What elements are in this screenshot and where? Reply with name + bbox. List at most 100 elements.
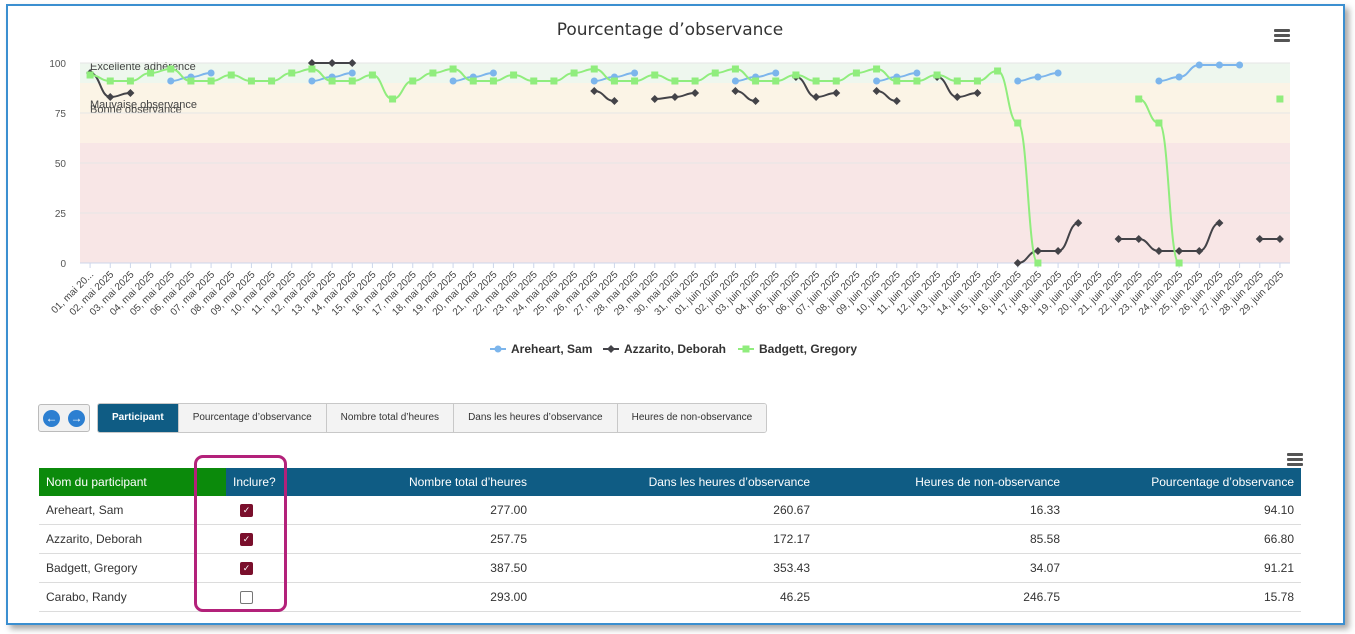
data-point xyxy=(449,65,457,73)
in-observance-hours: 172.17 xyxy=(534,524,817,554)
legend-label[interactable]: Badgett, Gregory xyxy=(759,342,857,356)
participant-table: Nom du participant Inclure? Nombre total… xyxy=(39,468,1301,612)
table-menu-hamburger-icon[interactable] xyxy=(1287,453,1303,466)
plot-band xyxy=(80,113,1290,143)
plot-band xyxy=(80,63,1290,83)
data-point xyxy=(1215,219,1224,227)
data-point xyxy=(530,77,538,85)
data-point xyxy=(691,89,700,97)
header-non[interactable]: Heures de non-observance xyxy=(817,468,1067,496)
plot-band xyxy=(80,143,1290,263)
data-point xyxy=(187,77,195,85)
data-point xyxy=(731,65,739,73)
non-observance-hours: 85.58 xyxy=(817,524,1067,554)
data-point xyxy=(167,77,175,85)
data-point xyxy=(348,59,357,67)
table-row[interactable]: Areheart, Sam ✓ 277.00 260.67 16.33 94.10 xyxy=(39,496,1301,525)
data-point xyxy=(1275,235,1284,243)
include-checkbox[interactable]: ✓ xyxy=(240,533,253,547)
header-dans[interactable]: Dans les heures d’observance xyxy=(534,468,817,496)
data-point xyxy=(207,69,215,77)
data-point xyxy=(106,77,114,85)
total-hours: 293.00 xyxy=(311,582,534,612)
tab-dans-heures[interactable]: Dans les heures d’observance xyxy=(454,404,618,432)
data-point xyxy=(772,69,780,77)
data-point xyxy=(691,77,699,85)
data-point xyxy=(1175,73,1183,81)
data-point xyxy=(510,71,518,79)
data-point xyxy=(650,95,659,103)
data-point xyxy=(308,77,316,85)
include-cell: ✓ xyxy=(226,496,311,525)
data-point xyxy=(893,77,901,85)
data-point xyxy=(368,71,376,79)
in-observance-hours: 353.43 xyxy=(534,553,817,583)
data-point xyxy=(449,77,457,85)
participant-name: Carabo, Randy xyxy=(39,582,226,612)
data-point xyxy=(1255,235,1264,243)
data-point xyxy=(590,77,598,85)
include-checkbox[interactable] xyxy=(240,591,253,605)
observance-percent: 66.80 xyxy=(1067,524,1301,554)
chart-menu-hamburger-icon[interactable] xyxy=(1274,29,1290,42)
data-point xyxy=(167,65,175,73)
tab-participant[interactable]: Participant xyxy=(98,404,179,432)
data-point xyxy=(1175,247,1184,255)
include-checkbox[interactable]: ✓ xyxy=(240,562,253,576)
data-point xyxy=(126,77,134,85)
data-point xyxy=(106,93,115,101)
table-row[interactable]: Azzarito, Deborah ✓ 257.75 172.17 85.58 66.80 xyxy=(39,524,1301,554)
data-point xyxy=(288,69,296,77)
data-point xyxy=(1236,61,1244,69)
data-point xyxy=(671,77,679,85)
data-point xyxy=(873,77,881,85)
data-point xyxy=(953,77,961,85)
table-row[interactable]: Badgett, Gregory ✓ 387.50 353.43 34.07 91.21 xyxy=(39,553,1301,583)
data-point xyxy=(469,77,477,85)
tab-nombre-total[interactable]: Nombre total d’heures xyxy=(326,404,455,432)
include-cell: ✓ xyxy=(226,524,311,554)
data-point xyxy=(913,77,921,85)
tab-non-observance[interactable]: Heures de non-observance xyxy=(617,404,767,432)
data-point xyxy=(308,65,316,73)
data-point xyxy=(772,77,780,85)
participant-name: Badgett, Gregory xyxy=(39,553,226,583)
include-checkbox[interactable]: ✓ xyxy=(240,504,253,518)
data-point xyxy=(307,59,316,67)
legend-label[interactable]: Azzarito, Deborah xyxy=(624,342,726,356)
tab-pourcentage[interactable]: Pourcentage d’observance xyxy=(178,404,327,432)
data-point xyxy=(1175,259,1183,267)
data-point xyxy=(348,69,356,77)
data-point xyxy=(1054,247,1063,255)
header-pourcentage[interactable]: Pourcentage d’observance xyxy=(1067,468,1301,496)
data-point xyxy=(711,69,719,77)
header-inclure[interactable]: Inclure? xyxy=(226,468,311,496)
legend-marker xyxy=(607,345,615,353)
data-point xyxy=(590,87,599,95)
data-point xyxy=(126,89,135,97)
arrow-right-icon[interactable]: → xyxy=(68,409,85,427)
data-point xyxy=(1155,119,1163,127)
data-point xyxy=(812,93,821,101)
data-point xyxy=(86,71,94,79)
table-row[interactable]: Carabo, Randy 293.00 46.25 246.75 15.78 xyxy=(39,582,1301,612)
in-observance-hours: 46.25 xyxy=(534,582,817,612)
arrow-left-icon[interactable]: ← xyxy=(43,409,60,427)
y-tick-label: 25 xyxy=(55,209,67,220)
total-hours: 387.50 xyxy=(311,553,534,583)
non-observance-hours: 16.33 xyxy=(817,496,1067,525)
data-point xyxy=(328,59,337,67)
data-point xyxy=(207,77,215,85)
data-point xyxy=(610,97,619,105)
header-total[interactable]: Nombre total d’heures xyxy=(311,468,534,496)
series-line xyxy=(1017,222,1079,264)
include-cell: ✓ xyxy=(226,553,311,583)
legend-label[interactable]: Areheart, Sam xyxy=(511,342,592,356)
tab-bar: Participant Pourcentage d’observance Nom… xyxy=(97,403,768,433)
data-point xyxy=(933,71,941,79)
data-point xyxy=(409,77,417,85)
data-point xyxy=(631,69,639,77)
header-nom[interactable]: Nom du participant xyxy=(39,468,226,496)
observance-percent: 91.21 xyxy=(1067,553,1301,583)
